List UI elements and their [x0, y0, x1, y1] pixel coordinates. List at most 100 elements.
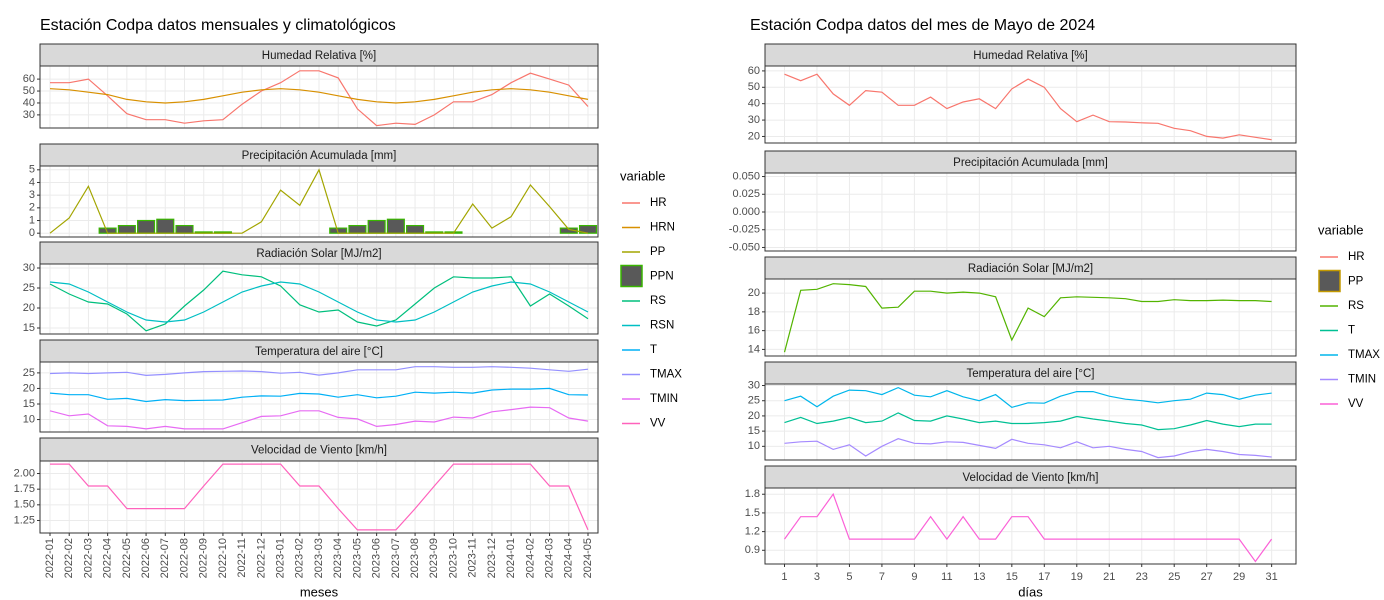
y-tick-label: 1.50	[14, 499, 35, 511]
panel-title: Precipitación Acumulada [mm]	[953, 157, 1108, 169]
y-tick-label: 18	[748, 306, 760, 318]
x-tick-label: 7	[879, 571, 885, 583]
legend-key	[620, 264, 643, 288]
line-series	[49, 387, 589, 403]
line-series	[49, 281, 589, 323]
x-tick-label: 2023-09	[428, 538, 440, 578]
y-tick-label: 20	[748, 130, 760, 142]
x-tick-label: 9	[911, 571, 917, 583]
panel-border	[764, 383, 1297, 461]
y-tick-label: 10	[23, 413, 35, 425]
x-tick-label: 2024-03	[543, 538, 555, 578]
line-series	[783, 283, 1272, 353]
y-tick-label: 20	[748, 287, 760, 299]
line-series	[784, 438, 1272, 459]
panel-border	[39, 263, 599, 335]
panel-border	[39, 165, 599, 238]
panel-title: Radiación Solar [MJ/m2]	[256, 248, 381, 260]
legend-label: HRN	[650, 222, 675, 234]
line-series	[49, 88, 589, 104]
chart-title: Estación Codpa datos mensuales y climato…	[40, 17, 396, 34]
x-tick-label: 15	[1006, 571, 1018, 583]
legend-key	[1318, 269, 1341, 293]
line-series	[49, 406, 589, 430]
y-tick-label: 0.025	[732, 188, 760, 200]
y-tick-label: 25	[748, 395, 760, 407]
legend-label: TMAX	[1348, 349, 1380, 361]
y-tick-label: -0.025	[729, 224, 760, 236]
y-tick-label: 1.25	[14, 514, 35, 526]
y-tick-label: 1.2	[745, 526, 760, 538]
bar	[137, 219, 156, 234]
y-tick-label: 10	[748, 440, 760, 452]
legend-label: RS	[1348, 300, 1364, 312]
legend-label: VV	[1348, 398, 1364, 410]
panel-title: Precipitación Acumulada [mm]	[242, 150, 397, 162]
x-tick-label: 2022-12	[255, 538, 267, 578]
bar	[175, 224, 194, 234]
y-tick-label: 0.000	[732, 206, 760, 218]
x-axis-label: días	[1018, 584, 1043, 599]
bar	[367, 219, 386, 234]
y-tick-label: 60	[748, 65, 760, 77]
bar	[348, 224, 367, 234]
x-tick-label: 11	[941, 571, 952, 583]
y-tick-label: 4	[29, 176, 35, 188]
y-tick-label: 15	[748, 425, 760, 437]
bar	[386, 218, 405, 234]
line-series	[49, 270, 589, 332]
panel-title: Temperatura del aire [°C]	[255, 346, 383, 358]
panel-border	[764, 172, 1297, 252]
panel-border	[764, 278, 1297, 357]
x-tick-label: 2022-03	[82, 538, 94, 578]
x-tick-label: 2024-04	[563, 538, 575, 578]
bar	[406, 224, 425, 234]
x-tick-label: 2024-01	[505, 538, 517, 578]
x-tick-label: 17	[1038, 571, 1050, 583]
y-tick-label: 2.00	[14, 467, 35, 479]
x-tick-label: 19	[1071, 571, 1083, 583]
x-tick-label: 2024-02	[524, 538, 536, 578]
x-tick-label: 2022-04	[102, 538, 114, 578]
panel-border	[764, 487, 1297, 565]
x-tick-label: 2022-10	[217, 538, 229, 578]
y-tick-label: 1.75	[14, 483, 35, 495]
x-tick-label: 2023-10	[447, 538, 459, 578]
x-tick-label: 27	[1201, 571, 1213, 583]
y-tick-label: 50	[748, 81, 760, 93]
x-tick-label: 2023-12	[486, 538, 498, 578]
y-tick-label: 1	[29, 214, 35, 226]
x-axis-label: meses	[300, 584, 339, 599]
y-tick-label: 15	[23, 322, 35, 334]
legend-label: T	[1348, 325, 1355, 337]
panel-border	[39, 65, 599, 129]
x-tick-label: 2023-02	[294, 538, 306, 578]
x-tick-label: 2022-02	[63, 538, 75, 578]
line-series	[50, 463, 589, 531]
line-series	[784, 492, 1273, 563]
legend-label: HR	[1348, 251, 1365, 263]
legend-label: TMAX	[650, 369, 682, 381]
y-tick-label: 14	[748, 343, 760, 355]
x-tick-label: 1	[781, 571, 787, 583]
panel-title: Radiación Solar [MJ/m2]	[968, 263, 1093, 275]
y-tick-label: 30	[748, 379, 760, 391]
x-tick-label: 3	[814, 571, 820, 583]
legend-label: PP	[1348, 276, 1364, 288]
x-tick-label: 2023-07	[390, 538, 402, 578]
x-tick-label: 2023-04	[332, 538, 344, 578]
line-series	[49, 168, 589, 234]
x-tick-label: 2022-01	[44, 538, 56, 578]
x-tick-label: 2022-08	[178, 538, 190, 578]
bar	[156, 218, 175, 234]
legend-label: RSN	[650, 320, 674, 332]
y-tick-label: 5	[29, 164, 35, 176]
panel-title: Velocidad de Viento [km/h]	[251, 445, 387, 457]
x-tick-label: 2023-01	[274, 538, 286, 578]
legend-label: T	[650, 344, 657, 356]
x-tick-label: 2023-05	[351, 538, 363, 578]
legend-label: TMIN	[1348, 374, 1376, 386]
panel-title: Temperatura del aire [°C]	[967, 368, 1095, 380]
y-tick-label: 0.050	[732, 170, 760, 182]
